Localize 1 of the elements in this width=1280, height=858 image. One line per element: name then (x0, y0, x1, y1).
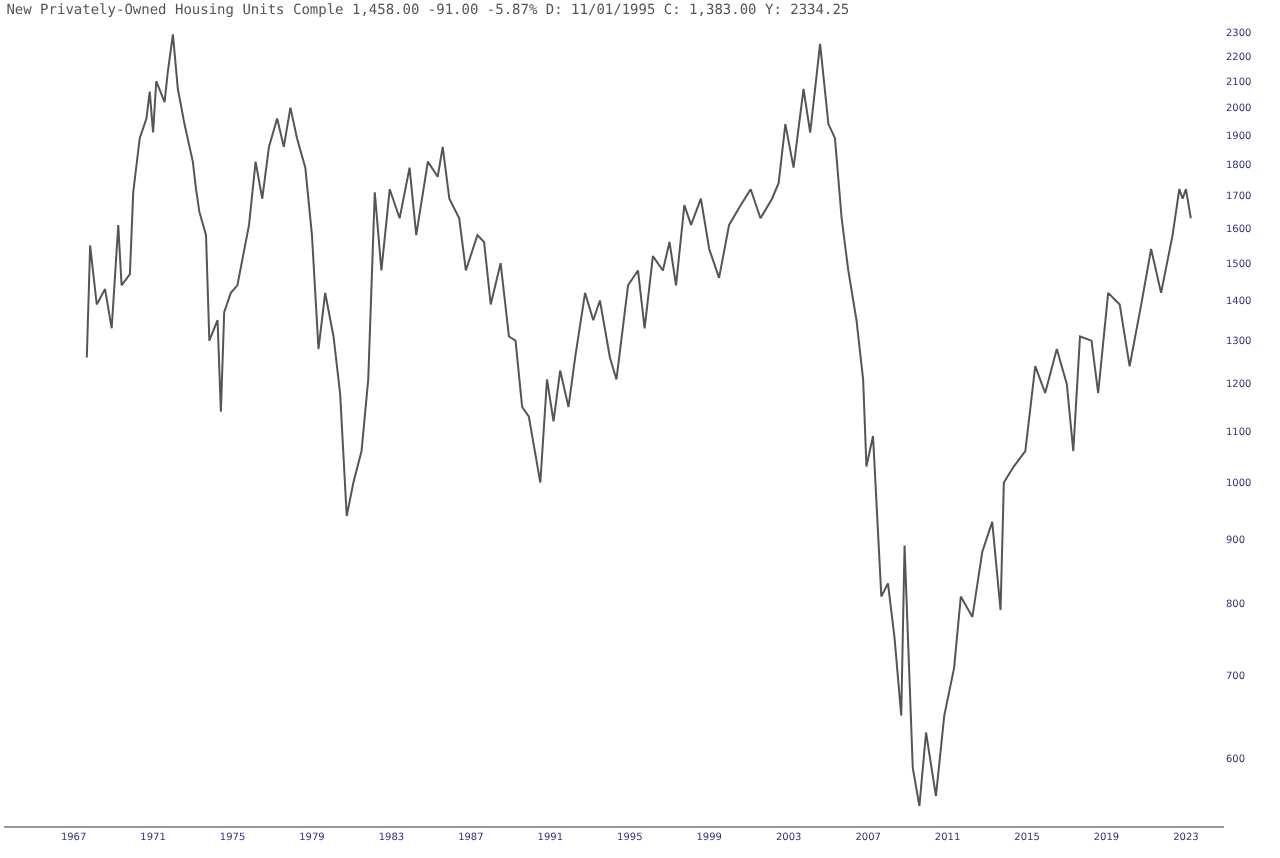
line-series (85, 33, 1192, 807)
